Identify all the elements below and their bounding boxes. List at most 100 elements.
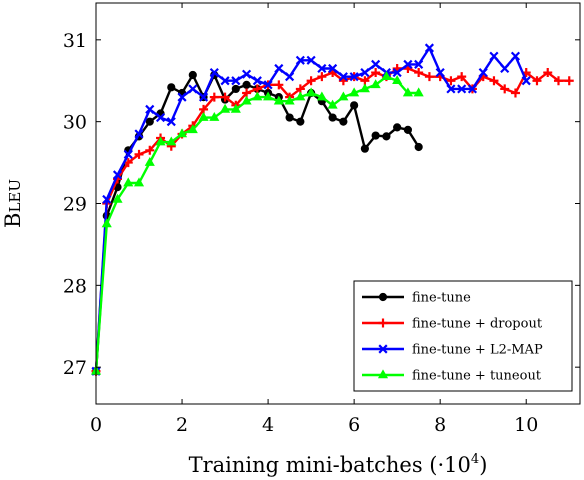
data-point [145,117,154,126]
data-point [188,70,197,80]
x-tick-label: 0 [90,414,102,436]
data-point [349,87,360,97]
data-point [370,79,381,89]
data-point [478,67,488,78]
data-point [349,72,359,82]
data-point [176,128,188,138]
data-point [187,124,198,134]
x-tick-label: 8 [434,414,446,436]
data-point [510,51,521,61]
data-point [220,92,230,102]
data-point [393,123,402,132]
x-axis-title: Training mini-batches (·104) [189,452,488,477]
data-point [403,59,413,69]
data-point [414,68,424,78]
data-point [489,51,499,61]
data-point [564,76,574,86]
data-point [263,91,274,101]
data-point [252,76,262,86]
data-point [167,83,176,92]
data-point [338,91,349,101]
data-point [381,71,392,80]
series-fine-tune-l2-map [91,43,531,376]
data-point [295,55,305,65]
data-point [414,59,424,69]
data-point [220,76,230,86]
data-point [414,142,423,152]
data-point [273,95,284,105]
data-point [532,76,542,86]
data-point [467,84,478,94]
data-point [285,72,295,82]
data-point [198,111,209,121]
data-point [543,68,553,78]
data-point [338,72,348,82]
data-point [328,113,337,122]
data-point [285,113,294,122]
data-point [350,101,359,110]
data-point [446,76,456,86]
data-point [382,132,391,141]
data-point [209,111,220,121]
data-point [134,129,144,139]
data-point [144,156,155,166]
data-point [306,55,316,65]
data-point [457,72,467,82]
data-point [446,84,456,94]
x-tick-label: 6 [348,414,360,436]
data-point [403,125,413,134]
y-axis-title: Bleu [1,179,25,228]
data-point [316,91,327,101]
ticks-layer: 0 2 4 6 8 10 27 28 29 30 31 [63,3,580,436]
data-point [133,177,145,187]
y-tick-label: 30 [63,112,87,134]
data-point [327,99,338,109]
data-point [242,69,252,79]
data-point [166,117,176,127]
legend-label: fine-tune + dropout [412,317,543,332]
data-point [112,193,123,203]
data-point [371,68,381,78]
data-point [231,84,240,94]
data-point [198,92,209,102]
data-point [377,369,389,379]
data-point [209,67,219,78]
y-tick-label: 29 [63,194,87,216]
data-point [392,75,403,85]
data-point [101,218,112,228]
data-point [510,88,520,98]
y-tick-label: 31 [63,30,87,52]
legend-box [353,280,573,392]
data-point [378,344,388,354]
legend-items: fine-tune fine-tune + dropout fine-tune + … [362,291,543,384]
data-point [457,84,467,94]
data-point [500,84,510,94]
data-point [295,91,306,101]
data-point [360,67,370,78]
data-point [177,92,187,102]
data-point [134,149,144,159]
data-point [378,318,388,328]
data-point [317,63,327,74]
series-fine-tune-dropout [91,63,574,376]
data-point [230,103,241,113]
series-fine-tune-tuneout [90,71,424,375]
data-point [231,76,241,86]
data-point [263,80,273,90]
data-point [392,67,402,78]
data-point [328,63,338,74]
legend-label: fine-tune + L2-MAP [412,343,543,358]
data-point [274,63,284,74]
data-point [188,84,198,94]
data-point [306,76,316,86]
data-point [500,63,510,74]
y-tick-label: 27 [63,357,87,379]
data-point [371,59,381,69]
data-point [155,136,166,146]
data-point [123,177,134,187]
x-tick-label: 10 [514,414,538,436]
data-point [317,72,327,82]
data-point [145,104,155,114]
legend-item: fine-tune + L2-MAP [362,343,543,358]
